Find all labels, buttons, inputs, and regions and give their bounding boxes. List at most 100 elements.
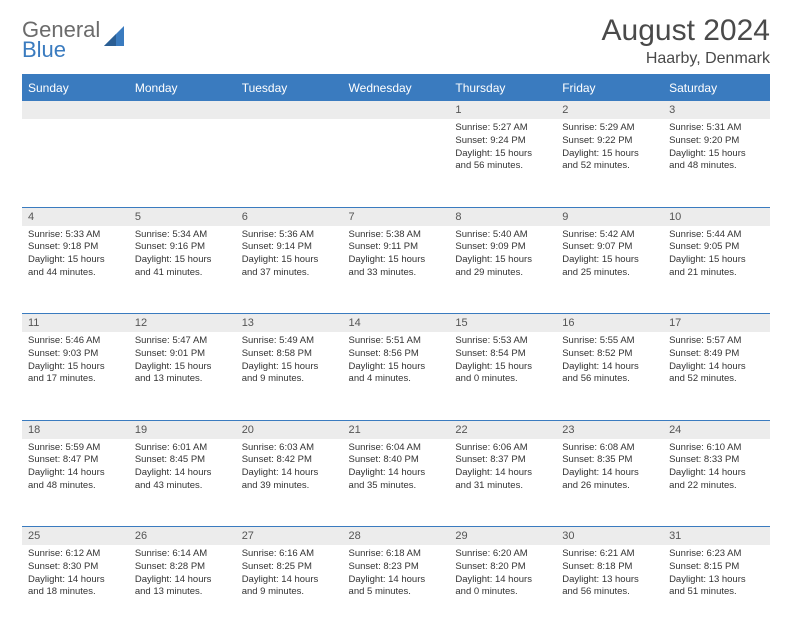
week-4-data-row: Sunrise: 6:12 AMSunset: 8:30 PMDaylight:… xyxy=(22,545,770,633)
day-data: Sunrise: 6:08 AMSunset: 8:35 PMDaylight:… xyxy=(556,439,663,497)
day-header-row: SundayMondayTuesdayWednesdayThursdayFrid… xyxy=(22,76,770,101)
day-data: Sunrise: 5:27 AMSunset: 9:24 PMDaylight:… xyxy=(449,119,556,177)
day-number: 15 xyxy=(449,314,556,332)
logo-text: General Blue xyxy=(22,20,100,60)
day-number: 7 xyxy=(343,208,450,226)
day-data: Sunrise: 5:51 AMSunset: 8:56 PMDaylight:… xyxy=(343,332,450,390)
day-data-cell: Sunrise: 5:36 AMSunset: 9:14 PMDaylight:… xyxy=(236,226,343,314)
day-data-cell: Sunrise: 5:40 AMSunset: 9:09 PMDaylight:… xyxy=(449,226,556,314)
week-2-data-row: Sunrise: 5:46 AMSunset: 9:03 PMDaylight:… xyxy=(22,332,770,420)
day-header-wednesday: Wednesday xyxy=(343,76,450,101)
day-number: 17 xyxy=(663,314,770,332)
day-number xyxy=(343,101,450,119)
day-number-cell: 13 xyxy=(236,314,343,333)
day-data: Sunrise: 5:59 AMSunset: 8:47 PMDaylight:… xyxy=(22,439,129,497)
day-number: 20 xyxy=(236,421,343,439)
day-data: Sunrise: 5:49 AMSunset: 8:58 PMDaylight:… xyxy=(236,332,343,390)
day-data-cell: Sunrise: 6:12 AMSunset: 8:30 PMDaylight:… xyxy=(22,545,129,633)
day-data-cell: Sunrise: 5:38 AMSunset: 9:11 PMDaylight:… xyxy=(343,226,450,314)
day-number-cell: 22 xyxy=(449,420,556,439)
day-data-cell: Sunrise: 5:29 AMSunset: 9:22 PMDaylight:… xyxy=(556,119,663,207)
day-number-cell: 12 xyxy=(129,314,236,333)
day-data-cell xyxy=(343,119,450,207)
day-data-cell: Sunrise: 5:34 AMSunset: 9:16 PMDaylight:… xyxy=(129,226,236,314)
day-data-cell: Sunrise: 5:42 AMSunset: 9:07 PMDaylight:… xyxy=(556,226,663,314)
week-3-daynum-row: 18192021222324 xyxy=(22,420,770,439)
day-data-cell: Sunrise: 5:53 AMSunset: 8:54 PMDaylight:… xyxy=(449,332,556,420)
day-data: Sunrise: 6:06 AMSunset: 8:37 PMDaylight:… xyxy=(449,439,556,497)
day-data-cell: Sunrise: 5:31 AMSunset: 9:20 PMDaylight:… xyxy=(663,119,770,207)
day-data: Sunrise: 5:36 AMSunset: 9:14 PMDaylight:… xyxy=(236,226,343,284)
week-0-daynum-row: 123 xyxy=(22,101,770,120)
day-number: 6 xyxy=(236,208,343,226)
day-data-cell: Sunrise: 6:06 AMSunset: 8:37 PMDaylight:… xyxy=(449,439,556,527)
day-number-cell: 4 xyxy=(22,207,129,226)
day-number: 13 xyxy=(236,314,343,332)
day-number: 1 xyxy=(449,101,556,119)
day-number: 31 xyxy=(663,527,770,545)
day-number-cell xyxy=(343,101,450,120)
day-number-cell: 10 xyxy=(663,207,770,226)
day-data: Sunrise: 6:01 AMSunset: 8:45 PMDaylight:… xyxy=(129,439,236,497)
logo-sail-icon xyxy=(102,24,128,55)
day-header-friday: Friday xyxy=(556,76,663,101)
day-data: Sunrise: 5:38 AMSunset: 9:11 PMDaylight:… xyxy=(343,226,450,284)
day-number-cell: 15 xyxy=(449,314,556,333)
day-number-cell xyxy=(236,101,343,120)
day-number: 22 xyxy=(449,421,556,439)
week-0-data-row: Sunrise: 5:27 AMSunset: 9:24 PMDaylight:… xyxy=(22,119,770,207)
day-number: 30 xyxy=(556,527,663,545)
calendar-header: SundayMondayTuesdayWednesdayThursdayFrid… xyxy=(22,76,770,101)
day-number-cell: 14 xyxy=(343,314,450,333)
day-data: Sunrise: 5:42 AMSunset: 9:07 PMDaylight:… xyxy=(556,226,663,284)
day-number-cell: 30 xyxy=(556,527,663,546)
day-data: Sunrise: 5:53 AMSunset: 8:54 PMDaylight:… xyxy=(449,332,556,390)
day-data: Sunrise: 6:04 AMSunset: 8:40 PMDaylight:… xyxy=(343,439,450,497)
day-data-cell: Sunrise: 6:01 AMSunset: 8:45 PMDaylight:… xyxy=(129,439,236,527)
day-data-cell: Sunrise: 5:59 AMSunset: 8:47 PMDaylight:… xyxy=(22,439,129,527)
day-data xyxy=(236,119,343,139)
day-number xyxy=(22,101,129,119)
day-number: 24 xyxy=(663,421,770,439)
day-data-cell: Sunrise: 5:57 AMSunset: 8:49 PMDaylight:… xyxy=(663,332,770,420)
day-data: Sunrise: 6:14 AMSunset: 8:28 PMDaylight:… xyxy=(129,545,236,603)
day-data: Sunrise: 5:31 AMSunset: 9:20 PMDaylight:… xyxy=(663,119,770,177)
day-number: 14 xyxy=(343,314,450,332)
day-data-cell: Sunrise: 6:21 AMSunset: 8:18 PMDaylight:… xyxy=(556,545,663,633)
day-number-cell: 18 xyxy=(22,420,129,439)
day-data xyxy=(22,119,129,139)
day-data: Sunrise: 5:46 AMSunset: 9:03 PMDaylight:… xyxy=(22,332,129,390)
day-data-cell: Sunrise: 5:27 AMSunset: 9:24 PMDaylight:… xyxy=(449,119,556,207)
day-data-cell: Sunrise: 5:47 AMSunset: 9:01 PMDaylight:… xyxy=(129,332,236,420)
day-data-cell: Sunrise: 6:18 AMSunset: 8:23 PMDaylight:… xyxy=(343,545,450,633)
day-data-cell: Sunrise: 6:04 AMSunset: 8:40 PMDaylight:… xyxy=(343,439,450,527)
day-number xyxy=(129,101,236,119)
day-number: 2 xyxy=(556,101,663,119)
day-number-cell: 29 xyxy=(449,527,556,546)
day-number: 8 xyxy=(449,208,556,226)
title-block: August 2024 Haarby, Denmark xyxy=(602,14,770,68)
day-data: Sunrise: 5:44 AMSunset: 9:05 PMDaylight:… xyxy=(663,226,770,284)
day-number-cell xyxy=(22,101,129,120)
day-number: 27 xyxy=(236,527,343,545)
day-data-cell: Sunrise: 6:23 AMSunset: 8:15 PMDaylight:… xyxy=(663,545,770,633)
calendar-table: SundayMondayTuesdayWednesdayThursdayFrid… xyxy=(22,76,770,633)
day-number: 29 xyxy=(449,527,556,545)
day-data xyxy=(129,119,236,139)
calendar-body: 123 Sunrise: 5:27 AMSunset: 9:24 PMDayli… xyxy=(22,101,770,633)
day-data-cell xyxy=(22,119,129,207)
day-data-cell: Sunrise: 5:55 AMSunset: 8:52 PMDaylight:… xyxy=(556,332,663,420)
day-number: 12 xyxy=(129,314,236,332)
logo: General Blue xyxy=(22,14,128,60)
day-number-cell: 3 xyxy=(663,101,770,120)
week-1-data-row: Sunrise: 5:33 AMSunset: 9:18 PMDaylight:… xyxy=(22,226,770,314)
day-number-cell: 2 xyxy=(556,101,663,120)
day-data-cell xyxy=(236,119,343,207)
day-number-cell: 7 xyxy=(343,207,450,226)
day-number-cell: 24 xyxy=(663,420,770,439)
day-data: Sunrise: 6:18 AMSunset: 8:23 PMDaylight:… xyxy=(343,545,450,603)
day-number-cell: 31 xyxy=(663,527,770,546)
day-header-saturday: Saturday xyxy=(663,76,770,101)
day-number-cell: 5 xyxy=(129,207,236,226)
week-4-daynum-row: 25262728293031 xyxy=(22,527,770,546)
